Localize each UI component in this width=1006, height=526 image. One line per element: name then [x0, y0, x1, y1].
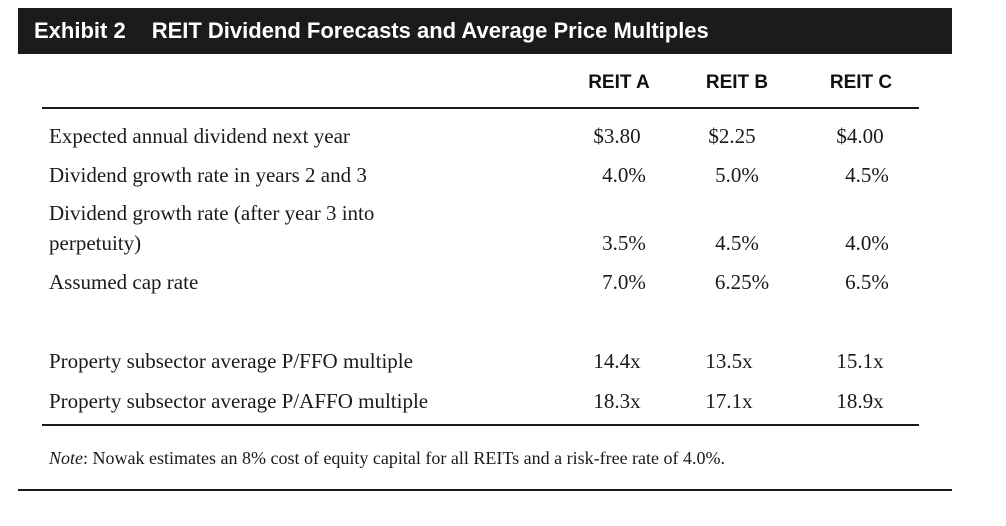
cell-reit-b: 17.1x [705, 389, 753, 413]
cell-reit-c: 15.1x [836, 349, 884, 373]
cell-reit-c: 4.0% [845, 231, 889, 255]
note-text: : Nowak estimates an 8% cost of equity c… [83, 448, 726, 468]
column-header-reit-a: REIT A [588, 72, 650, 93]
row-label-growth-perpetuity-line2: perpetuity) [49, 231, 142, 255]
row-label-growth-years-2-3: Dividend growth rate in years 2 and 3 [49, 163, 367, 187]
exhibit-title: REIT Dividend Forecasts and Average Pric… [151, 18, 709, 43]
cell-reit-a: $3.80 [593, 124, 641, 148]
cell-reit-c: 4.5% [845, 163, 889, 187]
header-rule [42, 107, 919, 109]
row-label-cap-rate: Assumed cap rate [49, 270, 199, 294]
cell-reit-a: 14.4x [593, 349, 641, 373]
exhibit-label: Exhibit 2 [34, 18, 126, 43]
table-note: Note: Nowak estimates an 8% cost of equi… [49, 446, 725, 470]
cell-reit-c: 18.9x [836, 389, 884, 413]
cell-reit-b: 13.5x [705, 349, 753, 373]
cell-reit-a: 4.0% [602, 163, 646, 187]
row-label-p-affo: Property subsector average P/AFFO multip… [49, 389, 429, 413]
table-bottom-rule [42, 424, 919, 426]
exhibit-bottom-rule [18, 489, 952, 491]
column-header-reit-c: REIT C [829, 72, 893, 93]
row-label-growth-perpetuity-line1: Dividend growth rate (after year 3 into [49, 201, 375, 225]
row-label-expected-dividend: Expected annual dividend next year [49, 124, 350, 148]
cell-reit-b: 6.25% [714, 270, 770, 294]
cell-reit-b: 4.5% [715, 231, 759, 255]
cell-reit-c: $4.00 [836, 124, 884, 148]
cell-reit-b: 5.0% [715, 163, 759, 187]
row-label-p-ffo: Property subsector average P/FFO multipl… [49, 349, 413, 373]
cell-reit-c: 6.5% [845, 270, 889, 294]
cell-reit-a: 3.5% [602, 231, 646, 255]
column-header-reit-b: REIT B [705, 72, 769, 93]
note-lead: Note [49, 448, 83, 468]
cell-reit-a: 18.3x [593, 389, 641, 413]
exhibit-header: Exhibit 2 REIT Dividend Forecasts and Av… [18, 8, 952, 54]
cell-reit-a: 7.0% [602, 270, 646, 294]
cell-reit-b: $2.25 [708, 124, 756, 148]
